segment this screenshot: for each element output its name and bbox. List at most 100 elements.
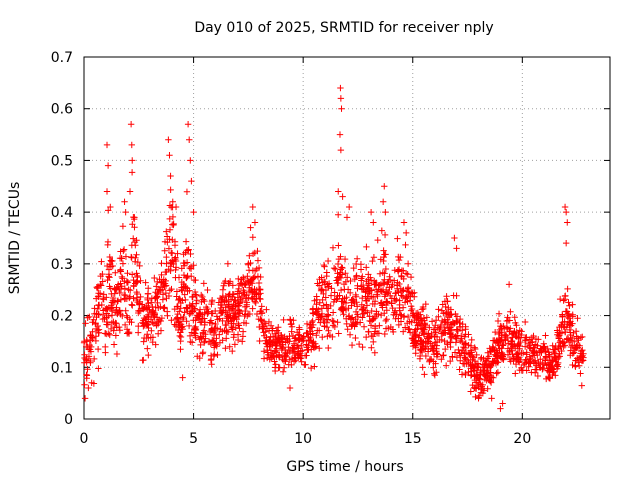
- data-point: [92, 319, 99, 327]
- data-point: [335, 275, 342, 283]
- data-point: [438, 330, 445, 337]
- data-point: [255, 315, 262, 323]
- data-point: [230, 320, 237, 327]
- data-point: [456, 323, 464, 331]
- data-point: [327, 292, 335, 299]
- data-point: [433, 348, 440, 355]
- data-point: [497, 354, 504, 361]
- data-point: [519, 367, 527, 374]
- data-point: [130, 283, 138, 290]
- data-point: [222, 307, 229, 315]
- data-point: [172, 264, 180, 271]
- data-point: [87, 332, 94, 339]
- data-point: [444, 319, 452, 326]
- data-point: [251, 219, 259, 226]
- data-point: [392, 307, 399, 314]
- data-point: [119, 260, 127, 267]
- data-point: [482, 357, 490, 364]
- data-point: [432, 329, 439, 336]
- data-point: [181, 309, 188, 316]
- data-point: [275, 352, 283, 359]
- data-point: [224, 260, 232, 267]
- data-point: [162, 289, 170, 297]
- data-point: [438, 356, 445, 363]
- data-point: [249, 250, 257, 257]
- data-point: [222, 345, 229, 352]
- data-point: [106, 331, 113, 339]
- y-tick-label: 0.6: [51, 102, 73, 118]
- data-point: [159, 291, 167, 298]
- data-point: [348, 314, 356, 321]
- data-point: [183, 274, 190, 282]
- data-point: [257, 273, 264, 281]
- data-point: [81, 359, 88, 367]
- data-point: [127, 287, 134, 294]
- data-point: [231, 296, 238, 304]
- data-point: [208, 310, 215, 317]
- data-point: [292, 334, 299, 341]
- data-point: [136, 308, 143, 315]
- data-point: [561, 203, 569, 211]
- data-point: [418, 306, 426, 313]
- data-point: [106, 283, 113, 290]
- data-point: [363, 264, 370, 271]
- data-point: [318, 313, 326, 320]
- data-point: [546, 368, 553, 375]
- data-point: [365, 295, 373, 302]
- data-point: [103, 330, 110, 338]
- data-point: [414, 325, 421, 332]
- data-point: [232, 303, 239, 310]
- data-point: [225, 291, 233, 298]
- data-point: [149, 338, 156, 346]
- data-point: [121, 198, 128, 205]
- data-point: [277, 332, 285, 339]
- data-point: [154, 286, 162, 294]
- y-tick-label: 0.3: [51, 257, 73, 273]
- data-point: [493, 337, 500, 344]
- data-point: [378, 300, 386, 308]
- data-point: [435, 313, 442, 320]
- data-point: [95, 365, 102, 372]
- data-point: [548, 357, 556, 364]
- data-point: [318, 312, 325, 320]
- data-point: [394, 235, 401, 242]
- data-point: [579, 346, 586, 354]
- data-point: [117, 268, 124, 275]
- data-point: [144, 306, 151, 314]
- data-point: [327, 302, 334, 310]
- data-point: [200, 339, 208, 346]
- data-point: [179, 325, 186, 333]
- data-point: [222, 327, 230, 335]
- data-point: [514, 349, 522, 356]
- data-point: [489, 343, 496, 351]
- data-point: [367, 274, 374, 281]
- data-point: [453, 313, 461, 320]
- data-point: [467, 363, 475, 370]
- data-point: [316, 276, 323, 283]
- data-point: [405, 325, 413, 333]
- data-point: [154, 318, 162, 326]
- data-point: [428, 318, 436, 325]
- data-point: [112, 332, 120, 339]
- data-point: [184, 287, 191, 295]
- data-point: [499, 342, 506, 349]
- data-point: [137, 277, 144, 284]
- data-point: [81, 395, 89, 402]
- data-point: [420, 305, 427, 313]
- data-point: [128, 271, 136, 278]
- data-point: [430, 364, 437, 371]
- data-point: [408, 318, 415, 326]
- data-point: [172, 203, 180, 211]
- data-point: [112, 269, 119, 276]
- data-point: [488, 395, 495, 402]
- data-point: [190, 276, 198, 284]
- data-point: [479, 389, 487, 397]
- data-point: [328, 285, 335, 292]
- data-point: [358, 283, 365, 290]
- data-point: [457, 357, 464, 364]
- data-point: [144, 296, 151, 304]
- data-point: [116, 289, 123, 297]
- data-point: [190, 208, 197, 216]
- data-point: [320, 290, 327, 298]
- data-point: [242, 279, 250, 287]
